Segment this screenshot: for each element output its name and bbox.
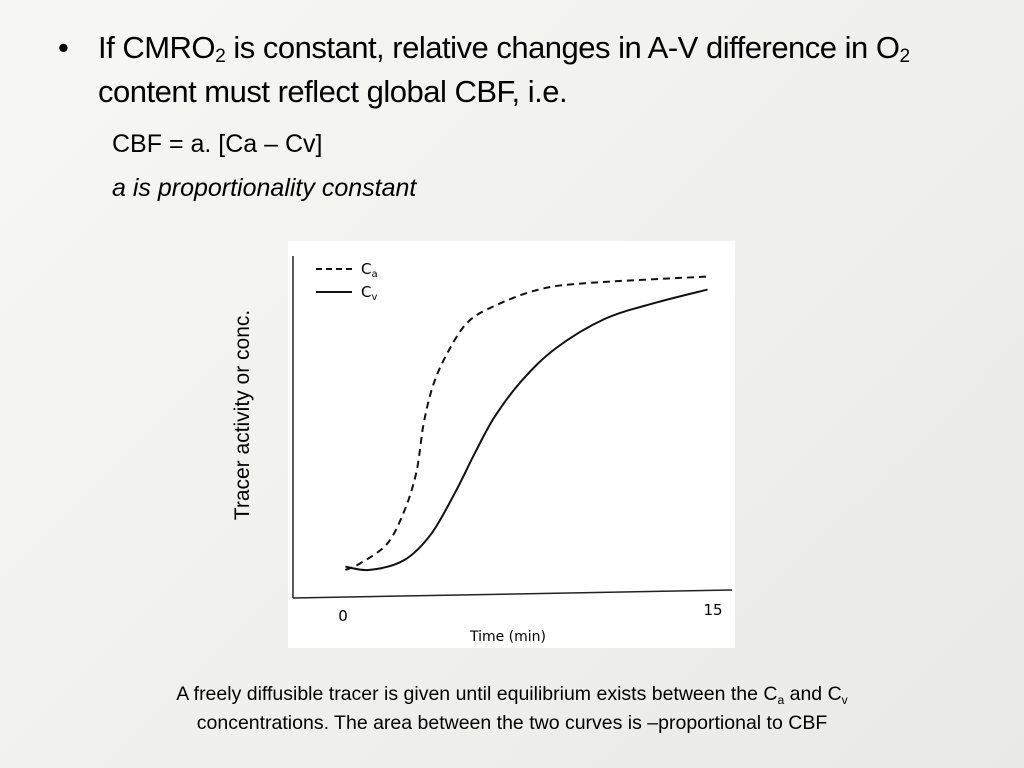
bullet-text: If CMRO2 is constant, relative changes i… [98,26,978,114]
bullet-dot: • [58,30,69,65]
text: and C [784,683,842,705]
text: If CMRO [98,30,216,65]
x-axis [292,589,733,599]
subscript: 2 [899,46,911,67]
chart-svg: 0 15 Time (min) Ca Cv [292,256,733,645]
y-axis-label: Tracer activity or conc. [231,309,254,521]
x-tick-label: 0 [338,607,348,625]
subscript: 2 [215,46,226,67]
legend: Ca Cv [316,260,378,303]
formula-note: a is proportionality constant [112,174,417,202]
series-line-cv [345,288,708,572]
chart-figure: 0 15 Time (min) Ca Cv [288,241,735,648]
x-axis-label: Time (min) [469,629,546,645]
caption: A freely diffusible tracer is given unti… [0,680,1024,738]
text: A freely diffusible tracer is given unti… [176,683,778,705]
subscript: a [777,693,785,707]
formula: CBF = a. [Ca – Cv] [112,130,323,158]
text: is constant, relative changes in A-V dif… [225,30,900,65]
series-line-ca [345,275,708,571]
legend-label-ca: Ca [361,260,378,280]
subscript: v [841,693,848,707]
text: concentrations. The area between the two… [196,712,828,734]
text: content must reflect global CBF, i.e. [98,74,568,109]
x-tick-label: 15 [703,601,722,619]
legend-label-cv: Cv [361,283,377,303]
bullet-point: • If CMRO2 is constant, relative changes… [58,26,978,114]
